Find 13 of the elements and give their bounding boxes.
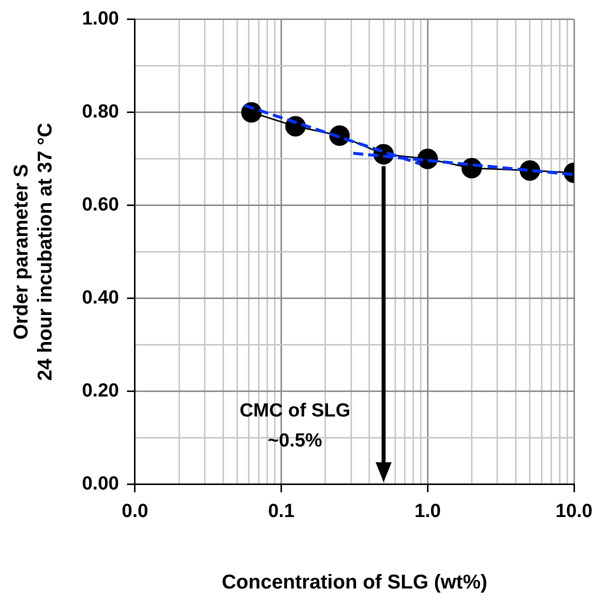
y-tick-label: 1.00 <box>82 8 119 30</box>
x-tick-label: 10.0 <box>556 500 592 522</box>
y-tick-label: 0.40 <box>82 288 119 309</box>
y-axis-title: Order parameter S 24 hour incubation at 37 °C <box>10 122 57 381</box>
x-tick-label: 0.1 <box>268 500 295 522</box>
y-tick-label: 0.60 <box>82 194 119 216</box>
y-tick-label: 0.00 <box>82 473 119 494</box>
y-tick-label: 0.80 <box>82 102 119 123</box>
annotation: CMC of SLG ~0.5% <box>240 400 350 452</box>
y-tick-label: 0.20 <box>82 380 119 402</box>
x-tick-label: 0.0 <box>122 500 148 522</box>
x-axis-title: Concentration of SLG (wt%) <box>222 572 488 594</box>
x-tick-label: 1.0 <box>414 500 441 522</box>
